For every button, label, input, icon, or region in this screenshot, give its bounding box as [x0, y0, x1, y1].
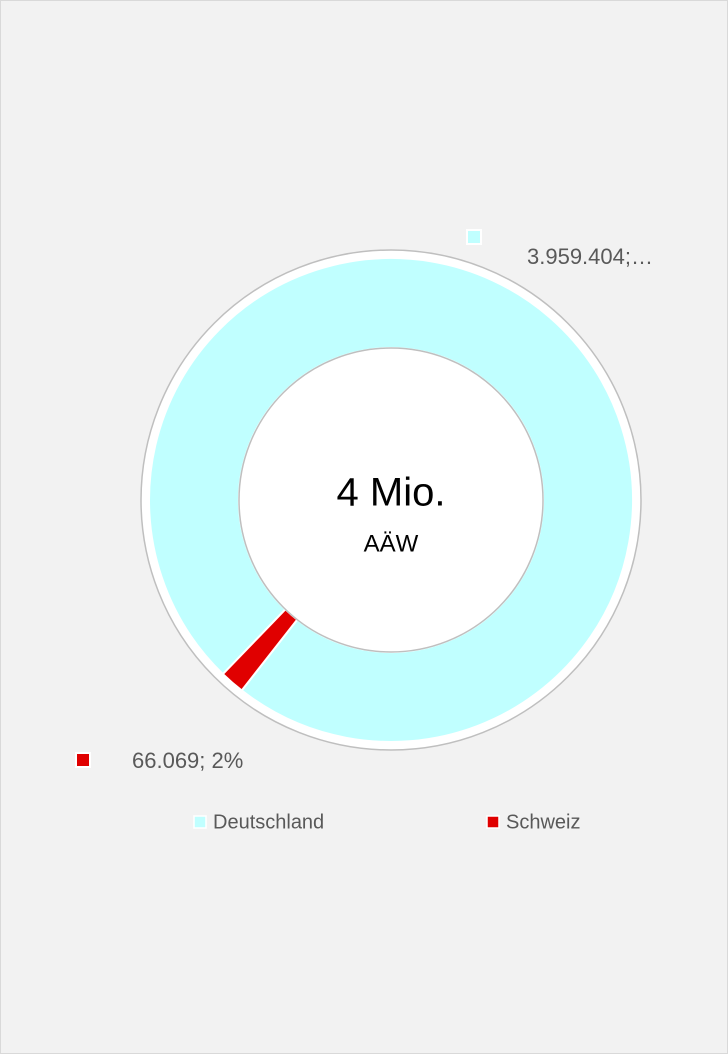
- data-label: 3.959.404;…: [527, 244, 653, 269]
- label-marker: [75, 752, 91, 768]
- legend-label: Schweiz: [506, 811, 580, 833]
- label-marker: [466, 229, 482, 245]
- data-label: 66.069; 2%: [132, 748, 243, 773]
- legend-label: Deutschland: [213, 811, 324, 833]
- legend-swatch: [193, 815, 207, 829]
- donut-hole: [238, 347, 544, 653]
- center-subtitle: AÄW: [364, 530, 419, 557]
- legend-swatch: [486, 815, 500, 829]
- center-title: 4 Mio.: [337, 471, 446, 515]
